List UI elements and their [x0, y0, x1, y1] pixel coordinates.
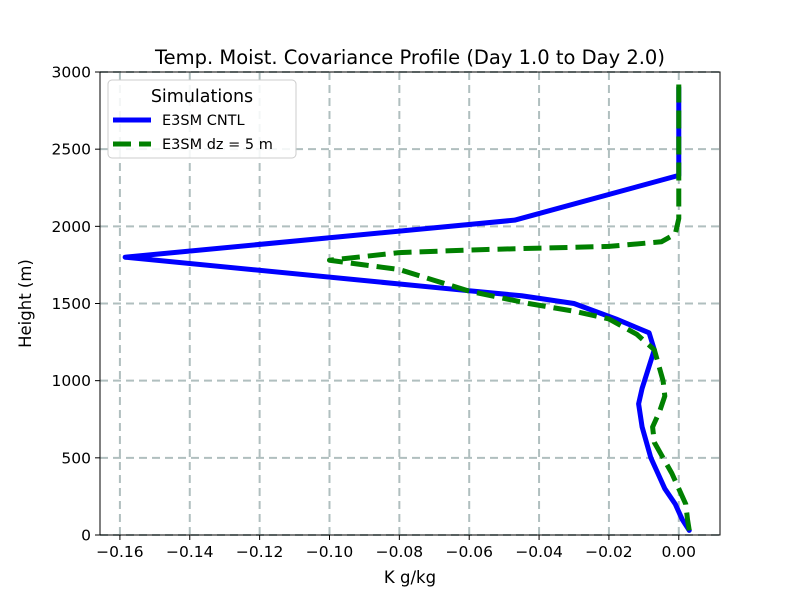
x-tick-label-neg0-02: −0.02	[585, 543, 633, 561]
x-axis-label: K g/kg	[384, 568, 436, 587]
x-tick-label-neg0-10: −0.10	[306, 543, 354, 561]
y-tick-label-2000: 2000	[52, 218, 91, 236]
x-tick-label-neg0-12: −0.12	[236, 543, 284, 561]
legend-label-e3sm-cntl: E3SM CNTL	[162, 113, 245, 129]
y-tick-label-3000: 3000	[52, 64, 91, 82]
y-axis-label: Height (m)	[16, 259, 35, 348]
x-tick-label-neg0-16: −0.16	[96, 543, 144, 561]
y-tick-label-500: 500	[61, 449, 91, 467]
x-axis: −0.16 −0.14 −0.12 −0.10 −0.08 −0.06 −0.04 −0.02…	[96, 535, 696, 561]
x-tick-label-neg0-08: −0.08	[376, 543, 424, 561]
x-tick-label-neg0-06: −0.06	[445, 543, 493, 561]
x-tick-label-neg0-14: −0.14	[166, 543, 214, 561]
series-line-e3sm-cntl	[122, 84, 692, 533]
y-tick-label-1000: 1000	[52, 372, 91, 390]
legend-title: Simulations	[151, 87, 253, 107]
y-tick-label-2500: 2500	[52, 141, 91, 159]
series-layer	[122, 82, 692, 533]
y-tick-label-1500: 1500	[52, 295, 91, 313]
series-line-e3sm-dz-5-m	[326, 82, 692, 531]
y-tick-label-0: 0	[81, 527, 91, 545]
legend-box	[107, 79, 297, 159]
x-tick-label-0-00: 0.00	[662, 543, 697, 561]
legend-label-e3sm-dz5: E3SM dz = 5 m	[162, 137, 273, 153]
y-axis: 0 500 1000 1500 2000 2500 3000	[52, 64, 100, 545]
x-tick-label-neg0-04: −0.04	[515, 543, 563, 561]
legend: Simulations E3SM CNTL E3SM dz = 5 m	[107, 79, 297, 159]
chart-title: Temp. Moist. Covariance Profile (Day 1.0…	[154, 46, 665, 69]
